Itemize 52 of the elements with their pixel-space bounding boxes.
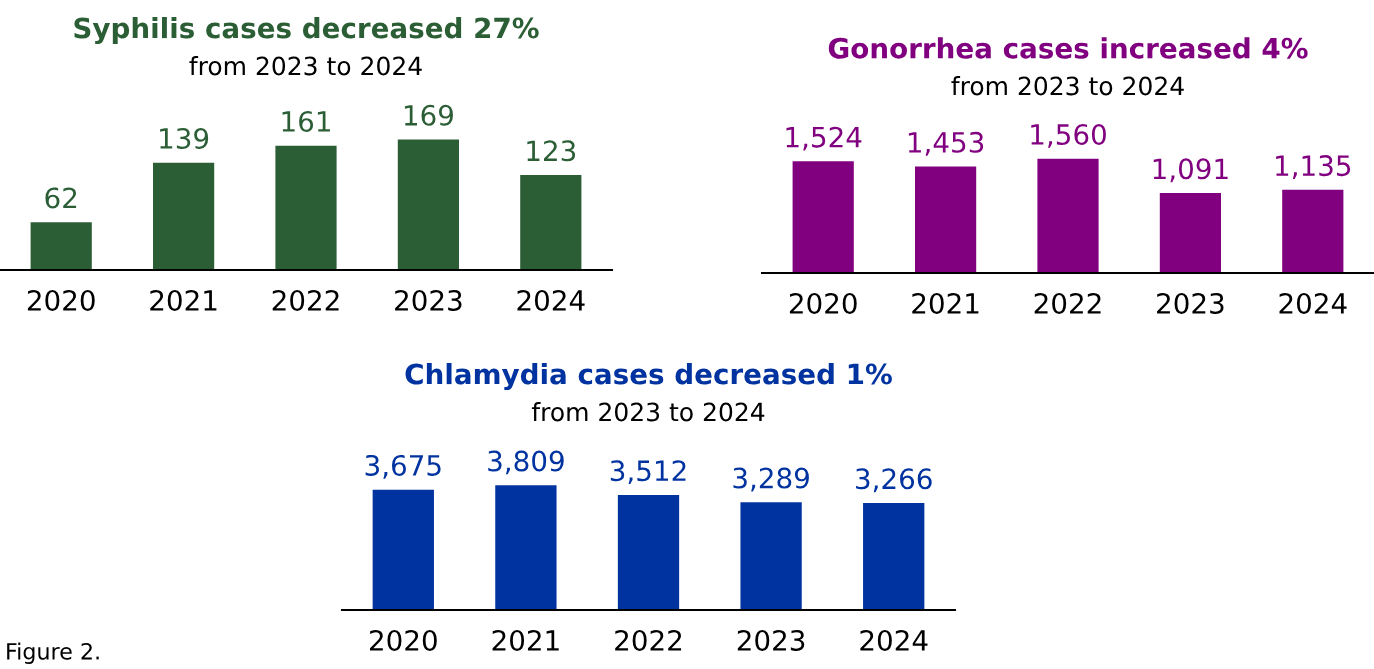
bar: [1282, 189, 1344, 273]
x-tick-label: 2021: [150, 289, 217, 311]
chart-subtitle: from 2023 to 2024: [531, 402, 765, 422]
data-label: 62: [45, 187, 77, 209]
data-label: 1,524: [786, 126, 862, 151]
x-tick-label: 2024: [1279, 292, 1347, 314]
bar: [30, 222, 92, 270]
data-label: 3,809: [488, 450, 564, 475]
bar: [153, 162, 215, 270]
x-tick-label: 2023: [395, 289, 462, 311]
data-label: 3,675: [365, 454, 441, 479]
data-label: 1,091: [1153, 158, 1228, 183]
x-tick-label: 2022: [1034, 292, 1101, 314]
x-tick-label: 2021: [492, 629, 559, 651]
bar: [520, 175, 582, 270]
bar: [617, 494, 680, 610]
data-label: 161: [282, 110, 330, 132]
chart-title: Chlamydia cases decreased 1%: [405, 363, 892, 391]
x-tick-label: 2023: [1157, 292, 1224, 314]
x-tick-label: 2020: [27, 289, 95, 311]
x-tick-label: 2024: [517, 289, 585, 311]
data-label: 139: [160, 127, 209, 149]
bar: [495, 485, 557, 610]
bar: [740, 502, 802, 610]
x-tick-label: 2022: [615, 629, 682, 651]
data-label: 1,135: [1276, 155, 1351, 179]
data-label: 1,560: [1031, 123, 1106, 148]
bar: [915, 166, 977, 273]
data-label: 123: [527, 140, 576, 162]
x-tick-label: 2024: [860, 629, 928, 651]
data-label: 169: [404, 104, 453, 126]
chart-subtitle: from 2023 to 2024: [189, 56, 422, 76]
caption: Figure 2.: [7, 642, 99, 664]
x-tick-label: 2021: [912, 292, 979, 314]
bar: [1159, 193, 1221, 273]
bar: [863, 503, 925, 610]
bar: [1037, 158, 1099, 273]
x-tick-label: 2023: [737, 629, 805, 651]
data-label: 3,266: [856, 468, 932, 493]
x-tick-label: 2020: [789, 292, 857, 314]
data-label: 3,289: [733, 467, 809, 492]
bar: [792, 161, 854, 273]
bar: [397, 139, 459, 270]
data-label: 3,512: [610, 460, 686, 485]
data-label: 1,453: [908, 131, 984, 156]
x-tick-label: 2022: [272, 289, 339, 311]
chart-title: Gonorrhea cases increased 4%: [828, 37, 1308, 59]
chart-title: Syphilis cases decreased 27%: [74, 17, 539, 45]
chart-subtitle: from 2023 to 2024: [951, 76, 1184, 96]
x-tick-label: 2020: [369, 629, 437, 651]
bar: [275, 145, 337, 270]
bar: [372, 489, 434, 610]
